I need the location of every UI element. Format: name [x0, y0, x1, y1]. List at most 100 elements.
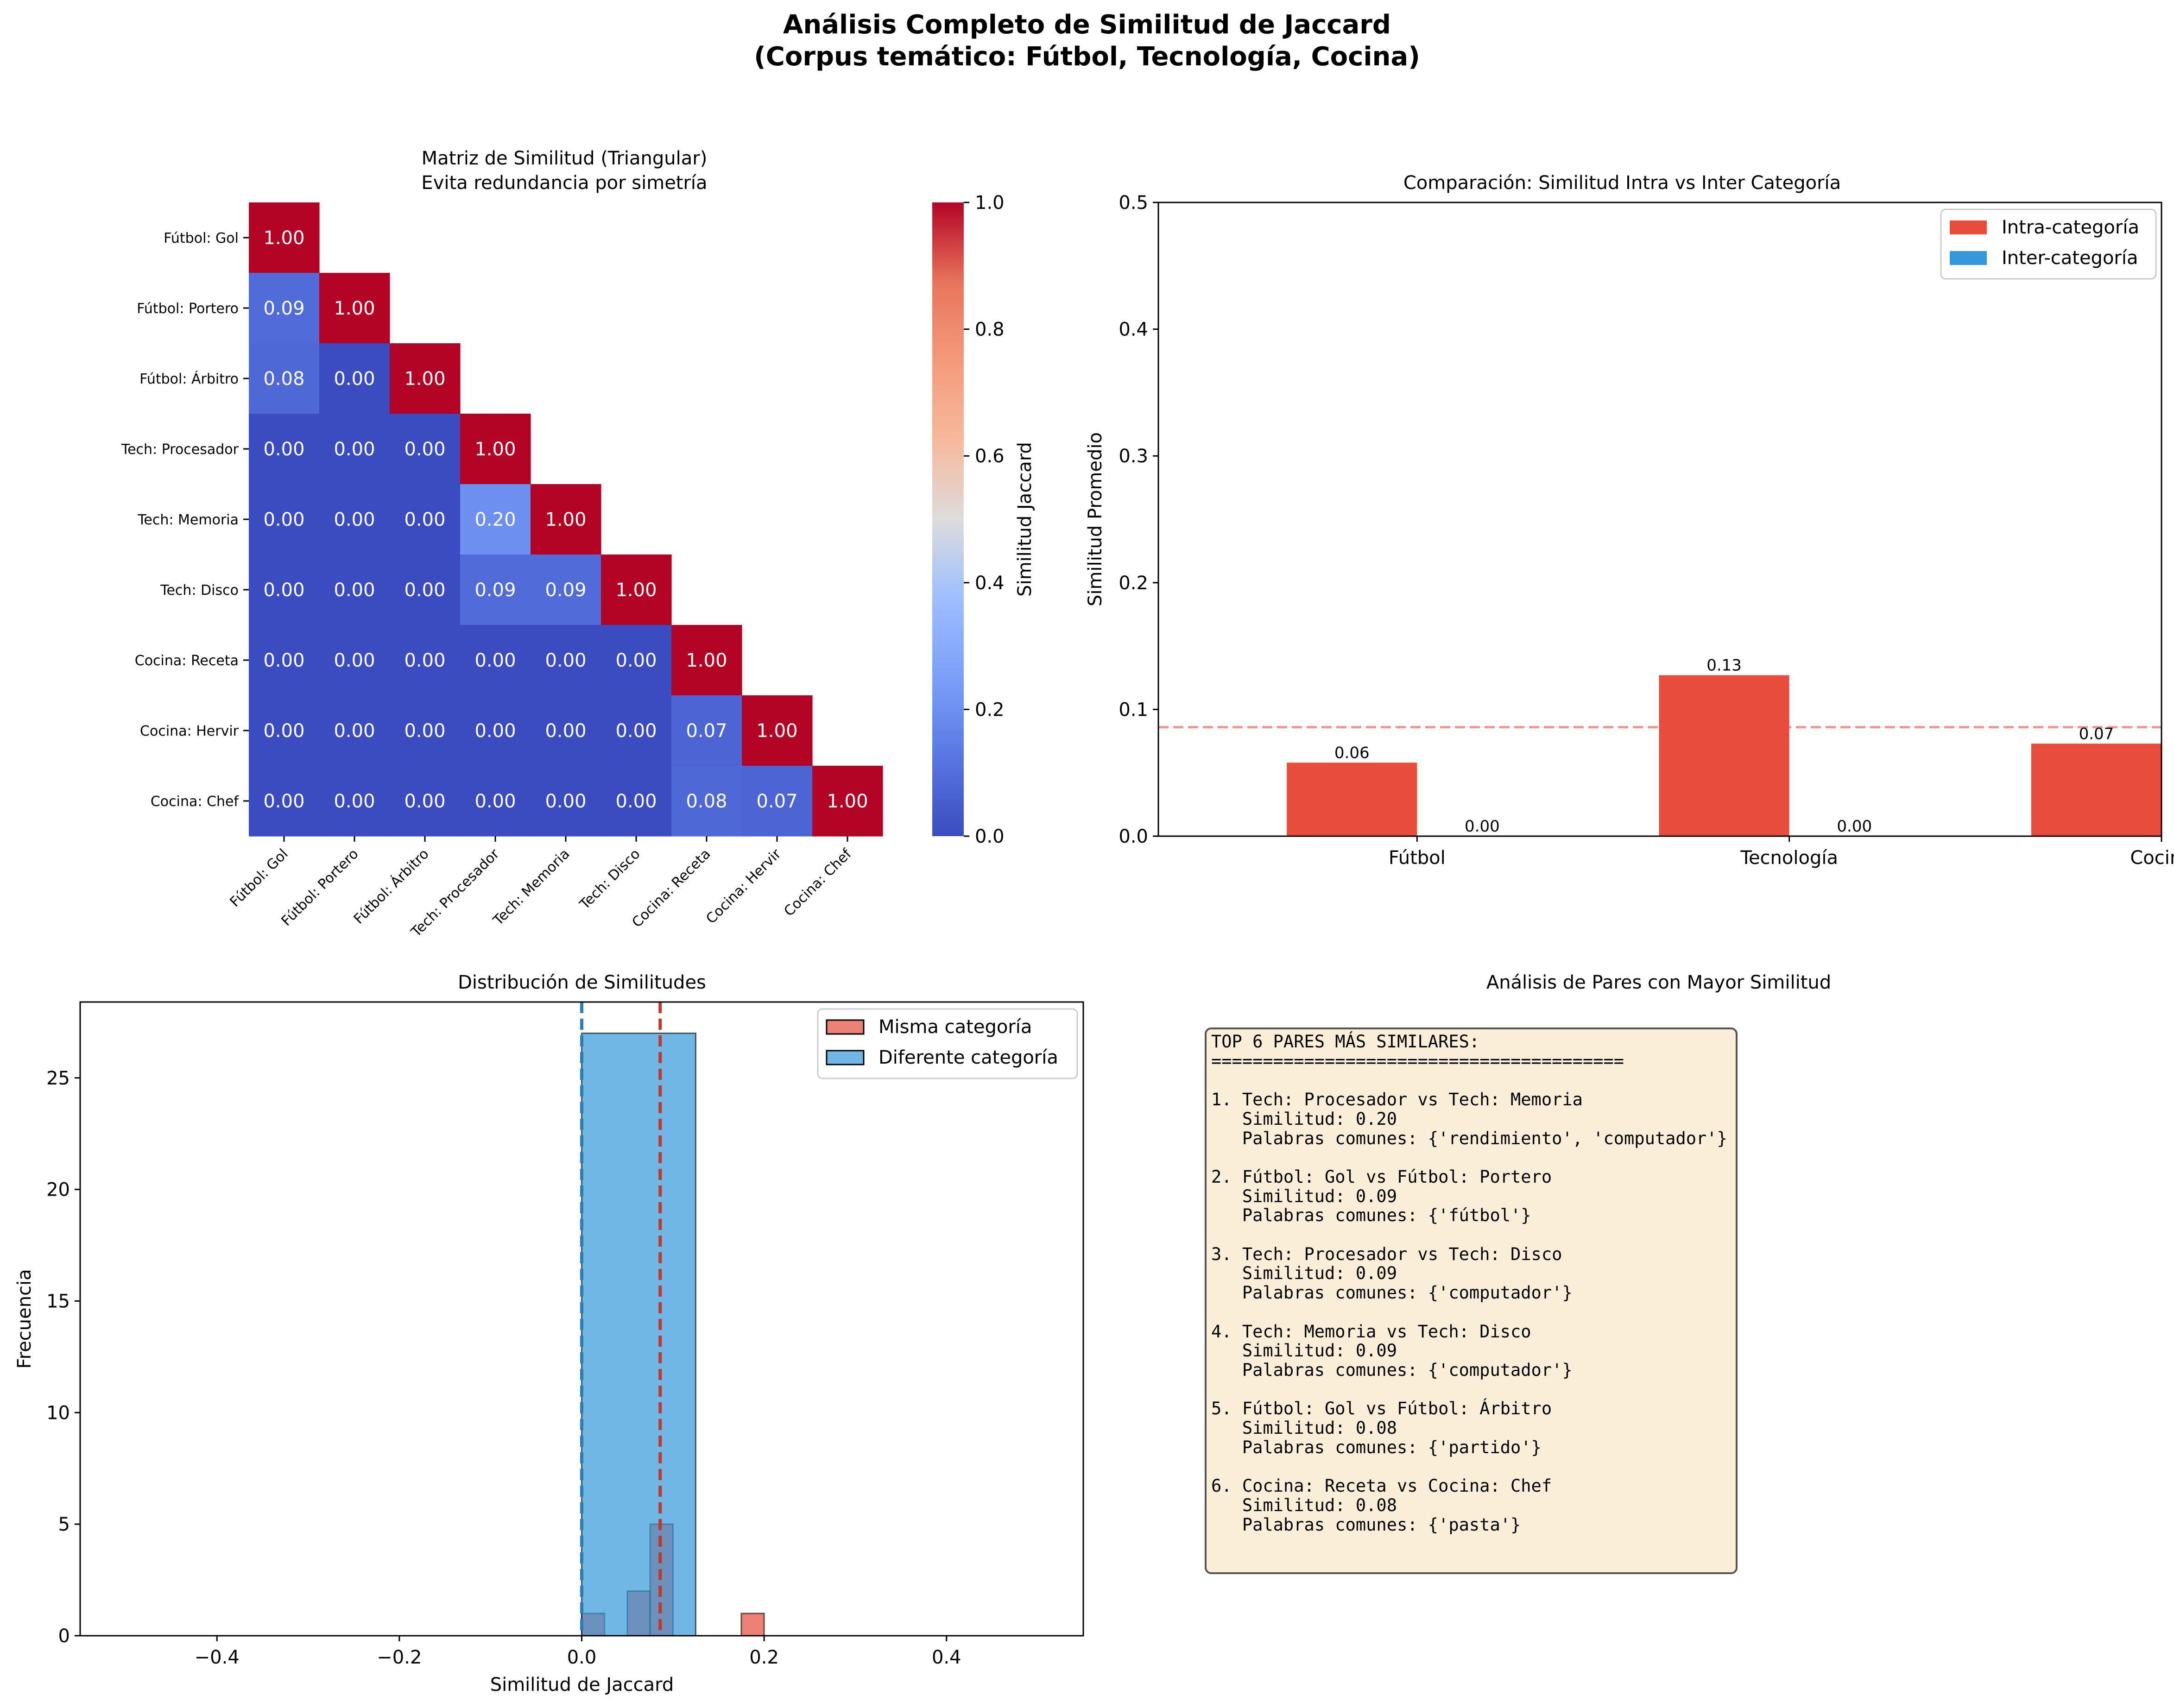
histogram-y-tick-label: 20	[46, 1179, 70, 1201]
analysis-line: Similitud: 0.08	[1211, 1418, 1397, 1438]
heatmap-cell	[319, 414, 390, 485]
heatmap-cell-value: 0.00	[263, 439, 304, 460]
heatmap-cell-value: 0.00	[404, 439, 445, 460]
analysis-line: 1. Tech: Procesador vs Tech: Memoria	[1211, 1090, 1583, 1110]
analysis-line: TOP 6 PARES MÁS SIMILARES:	[1211, 1032, 1480, 1052]
heatmap-cell	[460, 625, 531, 696]
heatmap-cell-value: 0.00	[615, 720, 657, 742]
heatmap-cell-value: 1.00	[615, 580, 657, 601]
heatmap-cell-value: 0.00	[334, 650, 375, 671]
heatmap-cell	[390, 695, 461, 766]
heatmap-y-label: Cocina: Receta	[135, 653, 239, 669]
heatmap-x-label: Tech: Memoria	[490, 846, 573, 929]
heatmap-cell	[249, 273, 320, 344]
bar-y-tick-label: 0.4	[1119, 319, 1148, 340]
heatmap-cell	[249, 202, 320, 273]
analysis-line	[1211, 1071, 1731, 1090]
analysis-line: Palabras comunes: {'computador'}	[1211, 1283, 1573, 1303]
histogram-legend-frame	[817, 1008, 1078, 1079]
heatmap-cell-value: 0.00	[404, 509, 445, 530]
heatmap-cell-value: 0.00	[474, 791, 516, 812]
heatmap-cell-value: 0.00	[263, 791, 304, 812]
analysis-line: 4. Tech: Memoria vs Tech: Disco	[1211, 1321, 1531, 1342]
heatmap-y-label: Fútbol: Portero	[137, 301, 239, 317]
colorbar-tick-label: 0.0	[975, 826, 1005, 847]
bar-y-tick-label: 0.2	[1119, 573, 1148, 594]
heatmap-x-label: Tech: Disco	[576, 846, 644, 913]
heatmap-title-line1: Matriz de Similitud (Triangular)	[422, 148, 708, 169]
colorbar-tick-label: 1.0	[975, 192, 1005, 214]
heatmap-x-label: Fútbol: Portero	[278, 846, 362, 929]
heatmap-cell-value: 0.00	[404, 720, 445, 742]
heatmap-cell	[249, 695, 320, 766]
heatmap-cell-value: 0.00	[263, 720, 304, 742]
heatmap-cell-value: 0.00	[615, 791, 657, 812]
bar-x-label: Cocina	[2130, 847, 2174, 869]
heatmap-cell-value: 0.00	[545, 650, 586, 671]
heatmap-y-label: Fútbol: Árbitro	[139, 371, 239, 387]
heatmap-cell	[249, 414, 320, 485]
histogram-mean-lines	[580, 1002, 662, 1636]
histogram-y-tick-label: 5	[58, 1514, 70, 1535]
heatmap-title-line2: Evita redundancia por simetría	[421, 172, 707, 194]
colorbar-tick-label: 0.8	[975, 319, 1005, 340]
heatmap-cell-value: 0.00	[263, 509, 304, 530]
histogram-x-tick-label: 0.4	[932, 1647, 961, 1668]
histogram-y-tick-label: 15	[46, 1291, 70, 1312]
bar-chart-title: Comparación: Similitud Intra vs Inter Ca…	[1403, 172, 1841, 194]
heatmap-cell	[390, 555, 461, 625]
bar-intra	[2031, 744, 2161, 836]
bar-value-label: 0.00	[1465, 817, 1500, 836]
bar-x-label: Tecnología	[1740, 847, 1838, 869]
colorbar-tick-label: 0.6	[975, 446, 1005, 467]
heatmap-cell	[249, 484, 320, 555]
heatmap-cell	[390, 484, 461, 555]
heatmap-cell-value: 0.07	[756, 791, 797, 812]
analysis-line	[1211, 1457, 1731, 1476]
histogram-x-tick-label: 0.2	[749, 1647, 779, 1668]
heatmap-cell	[390, 343, 461, 414]
bar-intra	[1659, 675, 1789, 836]
heatmap-cell-value: 0.00	[404, 650, 445, 671]
histogram-bars	[581, 1032, 765, 1637]
heatmap-cell	[390, 625, 461, 696]
bar-y-tick-label: 0.0	[1119, 826, 1148, 847]
heatmap-cell-value: 0.00	[263, 650, 304, 671]
heatmap-cell	[531, 484, 601, 555]
histogram-plot-frame	[79, 1001, 1084, 1637]
bar-x-label: Fútbol	[1389, 847, 1446, 869]
heatmap-cell	[742, 695, 813, 766]
bar-y-tick-label: 0.5	[1119, 192, 1148, 214]
heatmap-x-label: Fútbol: Árbitro	[350, 845, 432, 927]
heatmap-cell	[601, 555, 672, 625]
analysis-line: 2. Fútbol: Gol vs Fútbol: Portero	[1211, 1166, 1552, 1187]
bar-legend-frame	[1940, 208, 2157, 280]
heatmap-y-label: Cocina: Hervir	[140, 723, 239, 739]
heatmap-cell-value: 0.00	[334, 791, 375, 812]
heatmap-cell	[390, 766, 461, 837]
analysis-line	[1211, 1148, 1731, 1167]
heatmap-cell-value: 1.00	[686, 650, 727, 671]
heatmap-cell	[249, 625, 320, 696]
bar-y-tick-label: 0.3	[1119, 446, 1148, 467]
heatmap-cell	[249, 555, 320, 625]
heatmap-cell	[742, 766, 813, 837]
legend-label-misma: Misma categoría	[878, 1016, 1032, 1038]
heatmap-cell	[531, 695, 601, 766]
heatmap-cell	[531, 555, 601, 625]
heatmap-cell-value: 1.00	[263, 227, 304, 249]
heatmap-cell-value: 0.09	[545, 580, 586, 601]
bar-marks: 0.060.000.130.000.070.00	[1287, 656, 2161, 836]
heatmap-cell	[460, 555, 531, 625]
heatmap-cell	[671, 625, 742, 696]
heatmap-x-label: Cocina: Chef	[781, 845, 855, 920]
heatmap-cell-value: 0.00	[334, 720, 375, 742]
analysis-line	[1211, 1225, 1731, 1245]
histogram-x-tick-label: −0.4	[195, 1647, 240, 1668]
heatmap-cell-value: 1.00	[827, 791, 868, 812]
heatmap-cell-value: 0.00	[545, 720, 586, 742]
heatmap-cell	[319, 625, 390, 696]
colorbar-label: Similitud Jaccard	[1014, 442, 1036, 597]
legend-swatch-diferente	[826, 1050, 865, 1065]
